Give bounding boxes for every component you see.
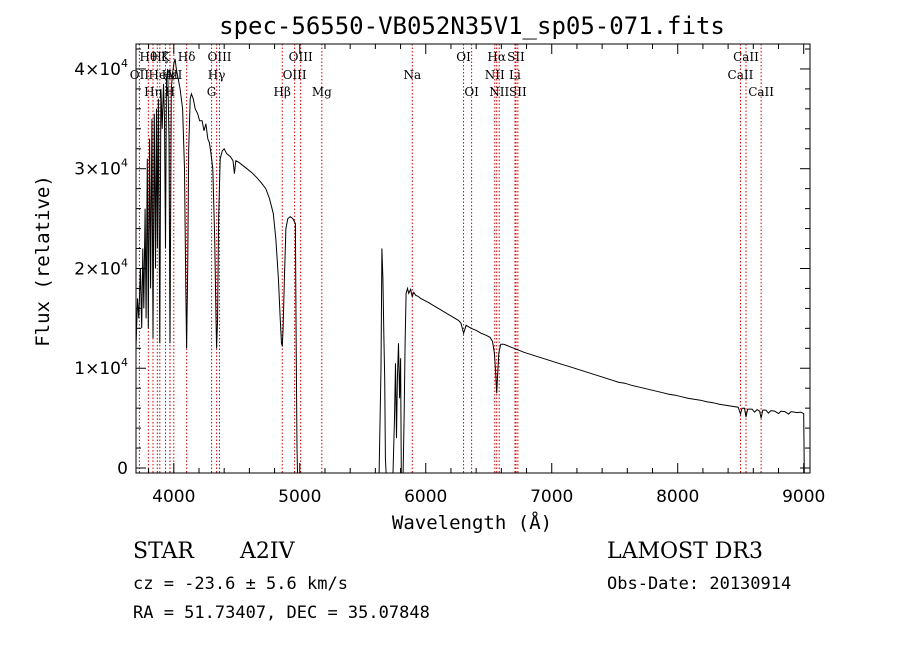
spectrum-line [135, 58, 805, 474]
x-tick-label: 9000 [782, 487, 825, 507]
object-subclass: A2IV [240, 539, 295, 564]
y-tick-label-exponent: 4 [121, 256, 128, 269]
spectral-line-label: Hη [144, 85, 162, 99]
x-tick-label: 6000 [404, 487, 447, 507]
y-tick-label: 1×104 [74, 356, 128, 379]
spectral-line-label: NII [485, 68, 505, 82]
spectral-line-label: OII [130, 68, 150, 82]
spectral-line-label: CaII [748, 85, 774, 99]
spectral-line-label: CaII [733, 50, 759, 64]
spectral-line-label: OIII [283, 68, 307, 82]
spectral-line-label: Hδ [178, 50, 196, 64]
spectral-line-label: SII [509, 85, 527, 99]
x-tick-label: 7000 [530, 487, 573, 507]
y-tick-label-base: 4×10 [74, 60, 121, 80]
y-tick-label: 3×104 [74, 157, 128, 180]
spectral-line-label: Mg [312, 85, 332, 99]
y-tick-label-base: 1×10 [74, 359, 121, 379]
spectral-line-label: OIII [289, 50, 313, 64]
spectral-line-labels: OIIHθHηHeHζKHHεAlIHδGHγOIIIHβOIIIOIIIMgN… [130, 50, 775, 99]
y-tick-label-base: 0 [117, 459, 128, 479]
spectral-line-markers [138, 44, 762, 473]
spectral-line-label: Hθ [139, 50, 157, 64]
spectral-line-label: Hβ [274, 85, 291, 99]
spectral-line-label: Na [403, 68, 421, 82]
coordinates: RA = 51.73407, DEC = 35.07848 [133, 603, 430, 623]
plot-frame [135, 43, 811, 474]
spectral-line-label: CaII [728, 68, 754, 82]
y-tick-label: 4×104 [74, 57, 128, 80]
object-class: STAR [133, 539, 194, 564]
spectral-line-label: Hζ [151, 50, 168, 64]
spectral-line-label: SII [507, 50, 525, 64]
y-tick-label-exponent: 4 [121, 157, 128, 170]
x-tick-label: 5000 [278, 487, 321, 507]
x-tick-label: 4000 [152, 487, 195, 507]
spectral-line-label: He [149, 68, 167, 82]
redshift-text: cz = -23.6 ± 5.6 km/s [133, 574, 348, 594]
y-tick-label-exponent: 4 [121, 356, 128, 369]
survey-name: LAMOST DR3 [607, 539, 763, 564]
x-axis-label: Wavelength (Å) [392, 511, 552, 534]
spectral-line-label: Hα [487, 50, 506, 64]
spectral-line-label: OI [464, 85, 479, 99]
spectral-line-label: K [161, 50, 171, 64]
spectral-line-label: Hγ [208, 68, 226, 82]
y-tick-label-exponent: 4 [121, 57, 128, 70]
obs-date: Obs-Date: 20130914 [607, 574, 792, 594]
spectral-line-label: H [165, 85, 175, 99]
y-axis-label: Flux (relative) [32, 175, 54, 347]
y-tick-label-base: 2×10 [74, 259, 121, 279]
y-tick-label: 2×104 [74, 256, 128, 279]
spectral-line-label: G [207, 85, 217, 99]
spectral-line-label: Hε [162, 68, 179, 82]
y-tick-label-base: 3×10 [74, 160, 121, 180]
chart-title: spec-56550-VB052N35V1_sp05-071.fits [219, 12, 725, 40]
spectral-line-label: Li [509, 68, 521, 82]
y-tick-label: 0 [117, 459, 128, 479]
x-tick-label: 8000 [656, 487, 699, 507]
spectral-line-label: OIII [207, 50, 231, 64]
x-axis: 4000 5000 6000 7000 8000 9000 [148, 44, 825, 507]
spectral-line-label: OI [456, 50, 471, 64]
spectral-line-label: NII [489, 85, 509, 99]
